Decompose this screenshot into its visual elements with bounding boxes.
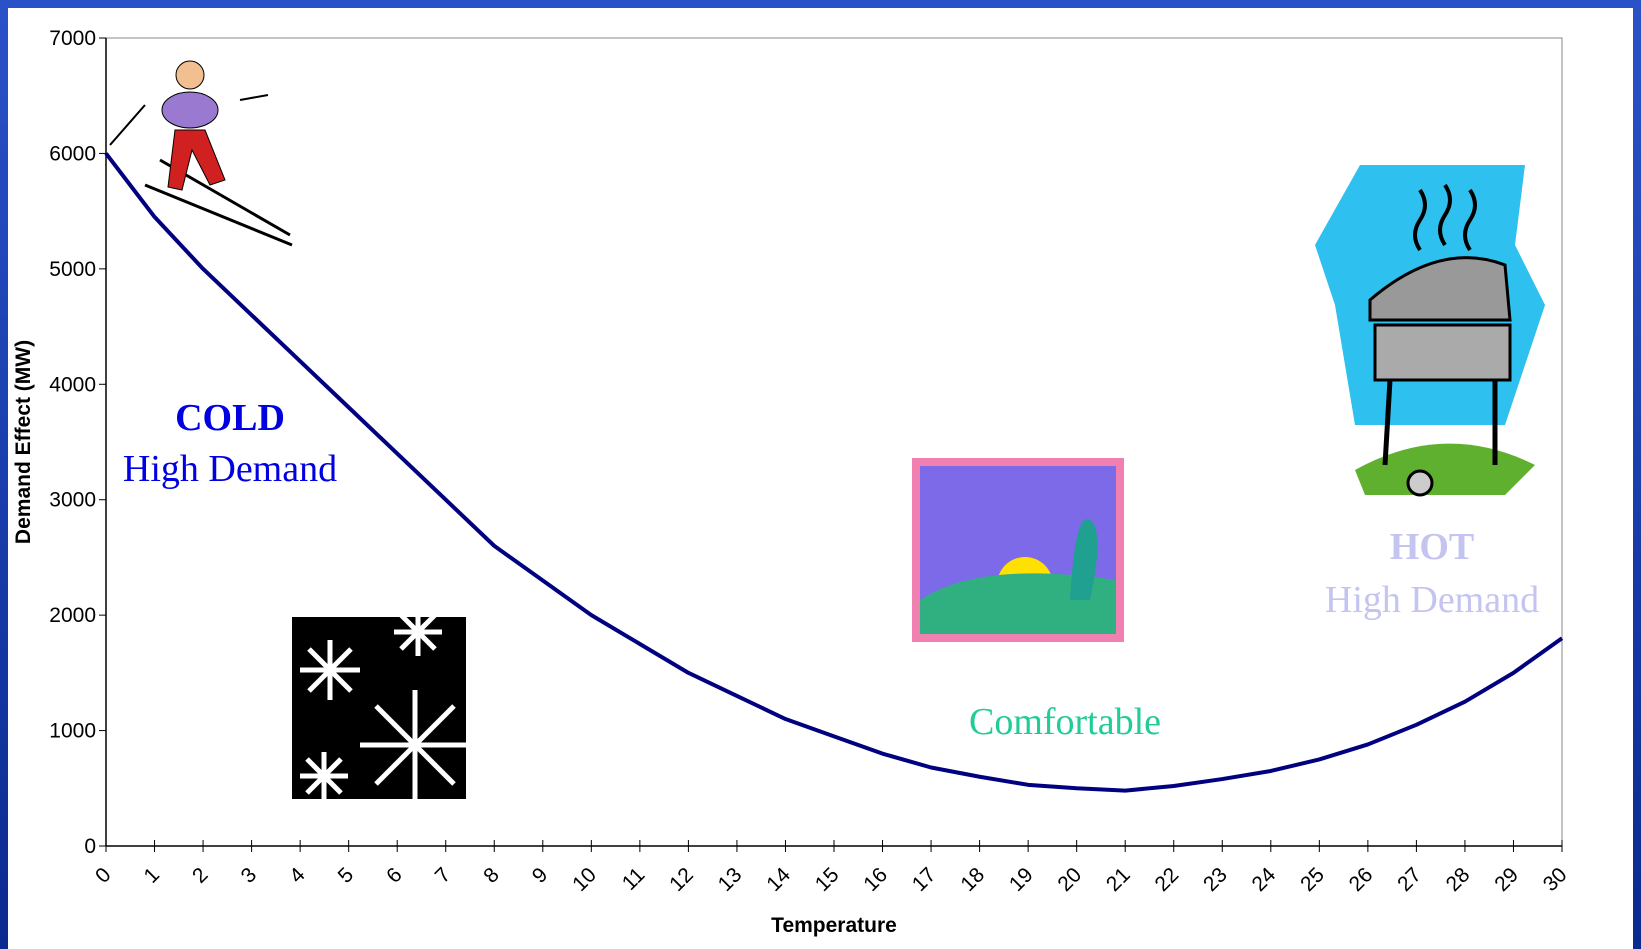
skier-clipart [109, 60, 293, 247]
snowflake-clipart [292, 608, 470, 800]
y-axis-title: Demand Effect (MW) [12, 340, 35, 544]
annotation: HOT [1390, 526, 1474, 568]
line-series [104, 152, 1564, 793]
grill-clipart [1315, 165, 1545, 497]
annotation: High Demand [1325, 579, 1539, 621]
y-tick-label: 6000 [49, 142, 96, 165]
y-tick-label: 7000 [49, 27, 96, 50]
annotation: COLD [175, 397, 285, 439]
y-tick-label: 1000 [49, 720, 96, 743]
y-tick-label: 5000 [49, 258, 96, 281]
y-tick-label: 3000 [49, 489, 96, 512]
y-tick-label: 2000 [49, 604, 96, 627]
y-tick-label: 4000 [49, 373, 96, 396]
annotation: Comfortable [969, 701, 1161, 743]
annotation: High Demand [123, 448, 337, 490]
landscape-clipart [912, 458, 1124, 642]
x-axis-title: Temperature [771, 914, 897, 937]
y-tick-label: 0 [84, 835, 96, 858]
